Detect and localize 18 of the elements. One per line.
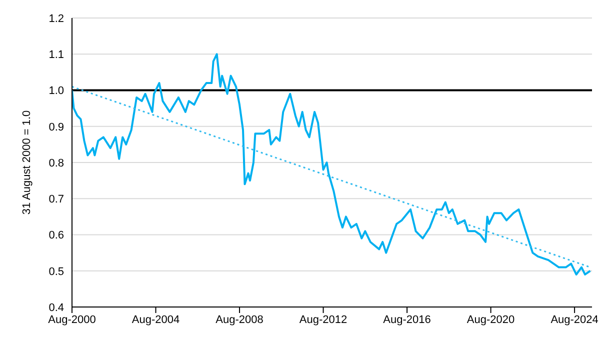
x-tick-label: Aug-2016 [383,314,431,326]
x-tick-label: Aug-2012 [299,314,348,326]
y-tick-label: 0.8 [48,157,64,170]
x-tick-label: Aug-2004 [132,314,180,326]
x-tick-label: Aug-2008 [216,314,264,326]
x-tick-label: Aug-2024 [550,314,598,326]
y-axis-title: 31 August 2000 = 1.0 [20,110,33,215]
y-tick-label: 1.0 [48,85,64,98]
y-tick-label: 1.1 [48,49,64,62]
y-tick-label: 0.7 [48,194,64,206]
x-tick-label: Aug-2000 [48,314,96,326]
y-tick-label: 0.5 [48,266,64,278]
y-tick-label: 1.2 [48,12,64,25]
x-tick-label: Aug-2020 [466,314,515,326]
y-tick-label: 0.6 [48,230,64,242]
y-tick-label: 0.9 [48,121,64,134]
y-tick-label: 0.4 [48,302,64,314]
line-series [72,53,592,276]
